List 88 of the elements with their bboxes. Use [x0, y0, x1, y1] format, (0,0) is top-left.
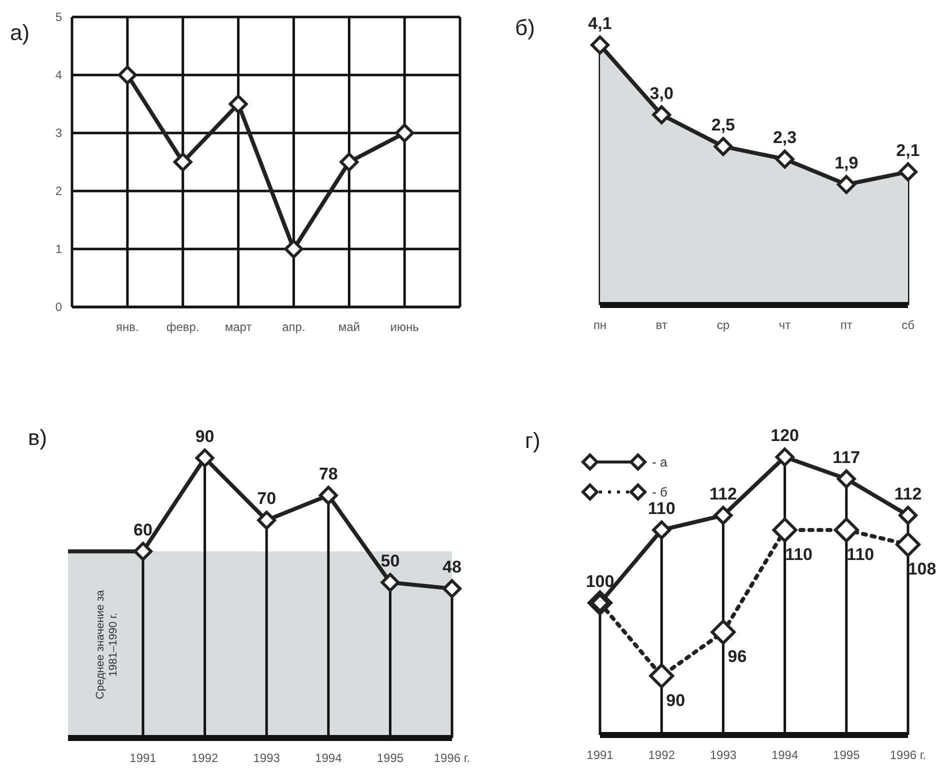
x-tick-label: 1995 [376, 751, 404, 765]
data-label: 112 [894, 484, 922, 504]
point [836, 175, 856, 194]
y-tick-label: 0 [55, 300, 62, 314]
x-tick-label: март [224, 320, 252, 334]
legend-label: - а [652, 454, 668, 470]
data-label: 120 [770, 426, 799, 445]
point [380, 572, 400, 592]
x-tick-label: февр. [166, 320, 200, 334]
data-label: 2,3 [772, 128, 797, 148]
point [898, 506, 918, 525]
band-label: Среднее значение за 1981–1990 г. [94, 589, 120, 700]
point [649, 663, 674, 688]
point [652, 520, 672, 540]
point [710, 620, 736, 645]
point [134, 542, 152, 561]
x-tick-label: май [338, 320, 360, 334]
chart-title: б) [515, 15, 535, 40]
point [195, 448, 214, 468]
chart-title: г) [525, 428, 540, 453]
data-label: 90 [666, 690, 686, 710]
x-tick-label: 1993 [253, 751, 280, 765]
legend-label: - б [652, 484, 668, 500]
point [652, 105, 672, 124]
x-tick-label: 1995 [833, 748, 860, 762]
y-tick-label: 2 [55, 184, 62, 198]
x-tick-label: пн [593, 318, 607, 332]
x-tick-label: чт [778, 318, 792, 332]
data-label: 110 [846, 544, 874, 564]
data-label: 1,9 [834, 154, 858, 173]
data-label: 78 [318, 464, 338, 484]
x-tick-label: вт [656, 318, 668, 332]
point [173, 152, 192, 172]
chart-title: а) [10, 20, 30, 45]
data-label: 2,5 [711, 115, 736, 134]
x-tick-label: ср [716, 318, 730, 332]
data-label: 3,0 [650, 84, 674, 103]
x-tick-label: пт [840, 318, 853, 332]
x-tick-label: 1994 [771, 748, 798, 762]
y-tick-label: 5 [55, 10, 62, 24]
point [714, 506, 733, 525]
point [590, 36, 610, 54]
data-label: 2,1 [896, 140, 920, 160]
point [714, 136, 733, 156]
y-tick-label: 4 [55, 68, 62, 82]
point [898, 162, 918, 182]
point [318, 486, 338, 505]
point [836, 469, 856, 488]
point [896, 532, 920, 558]
point [118, 66, 137, 84]
data-label: 108 [908, 560, 936, 579]
y-tick-label: 1 [55, 242, 62, 256]
data-label: 100 [586, 572, 614, 591]
x-tick-label: 1996 г. [434, 751, 470, 765]
point [257, 510, 276, 530]
x-tick-label: янв. [116, 320, 139, 334]
x-tick-label: сб [902, 318, 915, 332]
data-label: 70 [257, 489, 276, 508]
data-label: 90 [195, 427, 214, 446]
x-tick-label: апр. [282, 320, 306, 334]
point [775, 150, 794, 169]
y-tick-label: 3 [55, 126, 62, 140]
data-label: 60 [134, 520, 152, 540]
x-tick-label: 1992 [191, 751, 218, 765]
data-label: 96 [728, 647, 747, 666]
x-tick-label: 1991 [586, 748, 614, 762]
x-tick-label: 1996 г. [890, 748, 926, 762]
point [228, 94, 248, 114]
x-tick-label: 1991 [130, 751, 157, 765]
data-label: 48 [442, 558, 462, 577]
data-label: 110 [648, 498, 676, 518]
data-label: 50 [380, 551, 400, 570]
point [395, 124, 414, 142]
point [775, 448, 794, 466]
point [284, 240, 304, 258]
point [442, 579, 462, 598]
point [340, 152, 359, 172]
point [772, 517, 798, 542]
x-tick-label: 1992 [648, 748, 676, 762]
data-label: 117 [832, 448, 860, 467]
x-tick-label: 1993 [710, 748, 737, 762]
chart-title: в) [28, 425, 48, 450]
data-label: 112 [709, 484, 737, 504]
x-tick-label: июнь [390, 320, 419, 334]
data-label: 110 [785, 544, 813, 564]
x-tick-label: 1994 [315, 751, 342, 765]
point [834, 517, 859, 542]
data-label: 4,1 [588, 14, 612, 33]
